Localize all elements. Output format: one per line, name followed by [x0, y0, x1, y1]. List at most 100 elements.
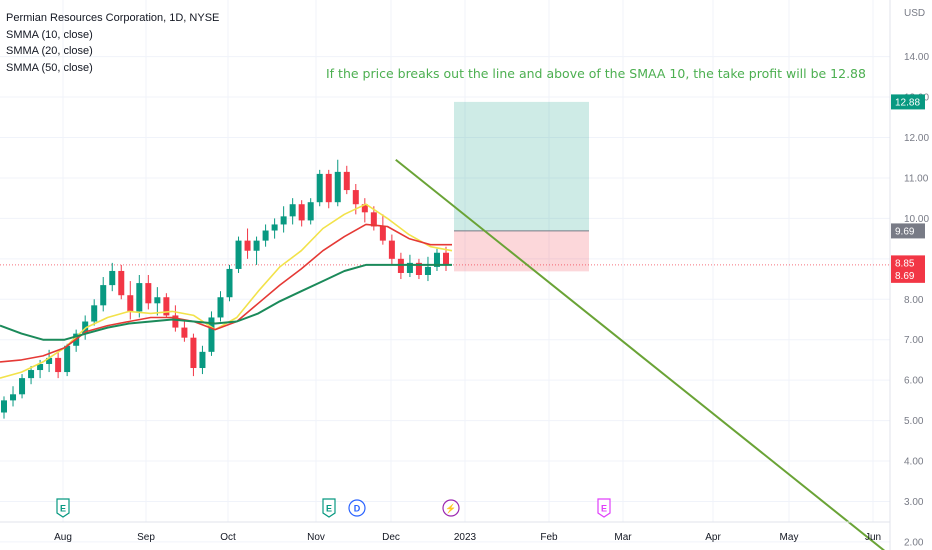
- take-profit-zone: [454, 101, 589, 231]
- candle-body: [397, 258, 404, 273]
- time-axis-label: Dec: [382, 532, 400, 543]
- candle-body: [262, 230, 269, 241]
- candle-body: [199, 351, 206, 369]
- event-marker: [322, 498, 336, 518]
- price-axis-tick-label: 10.00: [904, 214, 929, 225]
- candle-body: [280, 216, 287, 225]
- time-axis-label: Mar: [614, 532, 632, 543]
- time-axis-label: Sep: [137, 532, 155, 543]
- candle-body: [316, 173, 323, 203]
- candle-body: [208, 317, 215, 352]
- chart-title[interactable]: Permian Resources Corporation, 1D, NYSE: [6, 12, 220, 24]
- price-axis-tick-label: 2.00: [904, 537, 924, 548]
- price-axis-tick-label: 6.00: [904, 376, 924, 387]
- price-axis-unit: USD: [904, 8, 925, 19]
- candle-body: [154, 297, 161, 304]
- event-marker: [597, 498, 611, 518]
- price-tag-label: 9.69: [895, 226, 915, 237]
- trade-annotation: If the price breaks out the line and abo…: [326, 66, 866, 81]
- candle-body: [145, 283, 152, 304]
- candle-body: [443, 252, 449, 265]
- time-axis-label: 2023: [454, 532, 477, 543]
- candle-body: [10, 394, 17, 401]
- time-axis-label: Apr: [705, 532, 721, 543]
- candle-body: [415, 262, 422, 275]
- candle-body: [334, 171, 341, 203]
- candle-body: [19, 378, 26, 395]
- event-marker: [442, 499, 460, 517]
- smma-line: [0, 223, 452, 363]
- candle-body: [388, 240, 395, 259]
- price-axis-tick-label: 8.00: [904, 295, 924, 306]
- time-axis-label: Jun: [865, 532, 881, 543]
- price-tag: [891, 267, 925, 283]
- candle-body: [352, 190, 359, 205]
- candle-body: [343, 171, 350, 191]
- candle-body: [298, 204, 305, 221]
- chart-legend: Permian Resources Corporation, 1D, NYSE …: [6, 10, 219, 76]
- time-axis-label: May: [780, 532, 799, 543]
- event-marker-label: E: [326, 504, 332, 514]
- candle-body: [136, 283, 143, 312]
- event-marker-label: E: [60, 504, 66, 514]
- candle-body: [100, 285, 107, 306]
- price-axis-tick-label: 3.00: [904, 497, 924, 508]
- trendline: [395, 158, 886, 550]
- price-axis-tick-label: 14.00: [904, 52, 929, 63]
- candle-body: [235, 240, 242, 269]
- candle-body: [244, 240, 251, 251]
- price-tag-label: 12.88: [895, 97, 920, 108]
- candle-body: [379, 226, 386, 241]
- time-axis-label: Feb: [540, 532, 558, 543]
- candle-body: [271, 224, 278, 231]
- candle-body: [190, 337, 197, 369]
- event-marker: [348, 499, 366, 517]
- event-marker: [56, 498, 70, 518]
- event-marker-label: E: [601, 504, 607, 514]
- candle-body: [181, 327, 188, 338]
- indicator-smma-50[interactable]: SMMA (50, close): [6, 61, 93, 74]
- price-tag: [891, 223, 925, 239]
- candle-body: [424, 266, 431, 275]
- candle-body: [325, 173, 332, 203]
- smma-line: [0, 203, 453, 379]
- event-marker-label: ⚡: [445, 503, 456, 515]
- candle-body: [433, 252, 440, 267]
- candle-body: [172, 315, 179, 328]
- candle-body: [406, 262, 413, 273]
- candle-body: [28, 370, 35, 379]
- candle-body: [370, 212, 377, 227]
- price-tag-label: 8.69: [895, 271, 915, 282]
- candle-body: [118, 270, 125, 296]
- candle-body: [289, 204, 296, 217]
- candle-body: [127, 295, 134, 312]
- candle-body: [217, 297, 224, 318]
- time-axis-label: Aug: [54, 532, 72, 543]
- candle-body: [361, 204, 368, 213]
- candle-body: [163, 297, 170, 316]
- candle-body: [91, 305, 98, 322]
- event-marker-label: D: [354, 504, 361, 514]
- candle-body: [109, 270, 116, 286]
- price-axis-tick-label: 12.00: [904, 133, 929, 144]
- indicator-smma-10[interactable]: SMMA (10, close): [6, 28, 93, 41]
- candle-body: [46, 357, 53, 364]
- price-axis-tick-label: 7.00: [904, 335, 924, 346]
- candle-body: [226, 268, 233, 298]
- candle-body: [253, 240, 260, 251]
- price-axis-tick-label: 5.00: [904, 416, 924, 427]
- time-axis-label: Oct: [220, 532, 236, 543]
- indicator-smma-20[interactable]: SMMA (20, close): [6, 45, 93, 57]
- candle-body: [55, 357, 62, 373]
- stop-loss-zone: [454, 230, 589, 272]
- time-axis-label: Nov: [307, 532, 325, 543]
- candle-body: [1, 400, 7, 413]
- price-tag-label: 8.85: [895, 258, 915, 269]
- price-tag: [891, 94, 925, 110]
- price-axis-tick-label: 4.00: [904, 457, 924, 468]
- candle-body: [64, 345, 71, 373]
- candle-body: [37, 363, 44, 371]
